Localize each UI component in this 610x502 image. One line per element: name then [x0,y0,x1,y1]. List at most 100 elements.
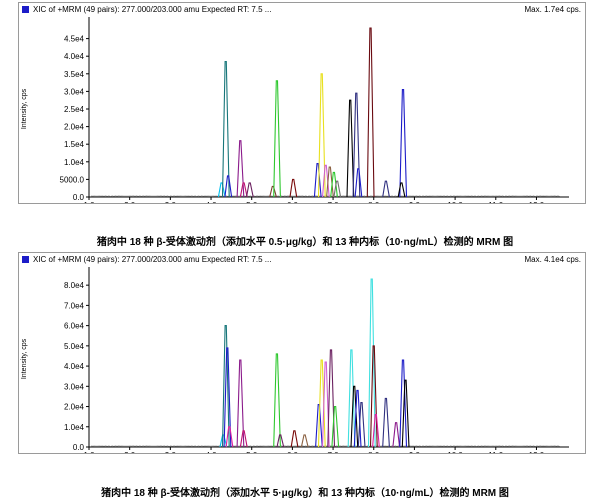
y-tick-label: 3.0e4 [64,87,85,96]
chromatogram-peak [300,434,309,448]
figure-caption-2: 猪肉中 18 种 β-受体激动剂（添加水平 5·μg/kg）和 13 种内标（1… [101,488,509,499]
y-tick-label: 5.0e4 [64,342,85,351]
chromatogram-peak [276,434,285,448]
x-tick-label: 7.0 [328,451,340,453]
chromatogram-peak [289,178,298,198]
x-tick-label: 10.0 [447,451,463,453]
trace-color-swatch [22,256,29,263]
x-tick-label: 3.0 [165,201,177,203]
figure-caption-1: 猪肉中 18 种 β-受体激动剂（添加水平 0.5·μg/kg）和 13 种内标… [96,237,514,248]
chromatogram-peak [327,349,336,448]
chromatogram-peak [217,182,226,198]
chromatogram-peak [354,168,363,198]
x-tick-label: 11.0 [488,451,504,453]
x-tick-label: 1.0 [83,451,95,453]
y-tick-label: 8.0e4 [64,281,85,290]
chromatogram-panel-2: XIC of +MRM (49 pairs): 277.000/203.000 … [18,252,586,454]
y-tick-label: 1.0e4 [64,158,85,167]
y-tick-label: 2.5e4 [64,105,85,114]
x-tick-label: 5.0 [246,201,258,203]
chromatogram-peak [399,89,408,198]
x-tick-label: 11.0 [488,201,504,203]
y-tick-label: 0.0 [73,193,85,202]
chromatogram-peak [366,27,375,198]
x-tick-label: 2.0 [124,451,136,453]
chromatogram-peak [224,175,233,198]
chromatogram-peak [352,92,361,198]
chromatogram-plot-1: 0.0 5000.0 1.0e4 1.5e4 2.0e4 2.5e4 3.0e4 3.5e4 4… [21,17,569,203]
chromatogram-peak [245,182,254,198]
chromatogram-peak [269,185,277,198]
chromatogram-peak [273,80,281,198]
chromatogram-peak [401,379,410,448]
x-tick-label: 12.0 [529,451,545,453]
chromatogram-peak [333,180,342,198]
chromatogram-peak [315,403,323,448]
x-tick-label: 10.0 [447,201,463,203]
chromatogram-peak [392,422,401,448]
chromatogram-peak [321,361,330,448]
chromatogram-peak [221,325,230,448]
xic-header-text: XIC of +MRM (49 pairs): 277.000/203.000 … [33,255,272,264]
x-tick-label: 7.0 [328,201,340,203]
chromatogram-peak [236,140,245,198]
x-tick-label: 1.0 [83,201,95,203]
y-tick-label: 1.0e4 [64,423,85,432]
trace-color-swatch [22,6,29,13]
chromatogram-peak [236,359,245,448]
chromatogram-peak [372,414,380,448]
chromatogram-peak [350,385,359,448]
chromatogram-peak [382,180,390,198]
x-tick-label: 4.0 [205,201,217,203]
y-tick-label: 2.0e4 [64,403,85,412]
chromatogram-peak [225,426,234,448]
panel-header-2: XIC of +MRM (49 pairs): 277.000/203.000 … [19,253,585,266]
chromatogram-peak [367,278,376,448]
x-tick-label: 5.0 [246,451,258,453]
y-tick-label: 4.5e4 [64,35,85,44]
chromatogram-peak [290,430,299,448]
x-tick-label: 9.0 [409,451,421,453]
y-tick-label: 2.0e4 [64,123,85,132]
x-tick-label: 8.0 [368,201,380,203]
chromatogram-peak [397,182,406,198]
chromatogram-peak [331,405,340,448]
y-tick-label: 1.5e4 [64,140,85,149]
y-tick-label: 6.0e4 [64,322,85,331]
chromatogram-peak [382,397,390,448]
chromatogram-peak [219,434,228,448]
chromatogram-panel-1: XIC of +MRM (49 pairs): 277.000/203.000 … [18,2,586,204]
y-tick-label: 3.5e4 [64,70,85,79]
y-tick-label: 4.0e4 [64,52,85,61]
y-axis-label: Intensity, cps [21,88,28,129]
chromatogram-plot-2: 0.0 1.0e4 2.0e4 3.0e4 4.0e4 5.0e4 6.0e4 7.0e4 8.… [21,267,569,453]
chromatogram-peak [357,401,366,448]
x-tick-label: 8.0 [368,451,380,453]
y-tick-label: 5000.0 [60,175,85,184]
max-intensity-label: Max. 1.7e4 cps. [524,5,581,14]
chromatogram-peak [369,345,378,448]
x-tick-label: 12.0 [529,201,545,203]
y-tick-label: 4.0e4 [64,362,85,371]
x-tick-label: 3.0 [165,451,177,453]
x-tick-label: 6.0 [287,201,299,203]
x-tick-label: 6.0 [287,451,299,453]
chromatogram-peak [317,73,326,198]
chromatogram-peak [239,182,248,198]
chromatogram-peak [273,353,281,448]
x-tick-label: 2.0 [124,201,136,203]
xic-header-text: XIC of +MRM (49 pairs): 277.000/203.000 … [33,5,272,14]
y-tick-label: 7.0e4 [64,301,85,310]
max-intensity-label: Max. 4.1e4 cps. [524,255,581,264]
x-tick-label: 4.0 [205,451,217,453]
panel-header-1: XIC of +MRM (49 pairs): 277.000/203.000 … [19,3,585,16]
x-tick-label: 9.0 [409,201,421,203]
y-axis-label: Intensity, cps [21,338,28,379]
chromatogram-peak [399,359,408,448]
chromatogram-peak [313,163,322,198]
chromatogram-peak [239,430,248,448]
chromatogram-peak [223,347,232,448]
y-tick-label: 0.0 [73,443,85,452]
chromatogram-peak [221,60,230,198]
y-tick-label: 3.0e4 [64,382,85,391]
